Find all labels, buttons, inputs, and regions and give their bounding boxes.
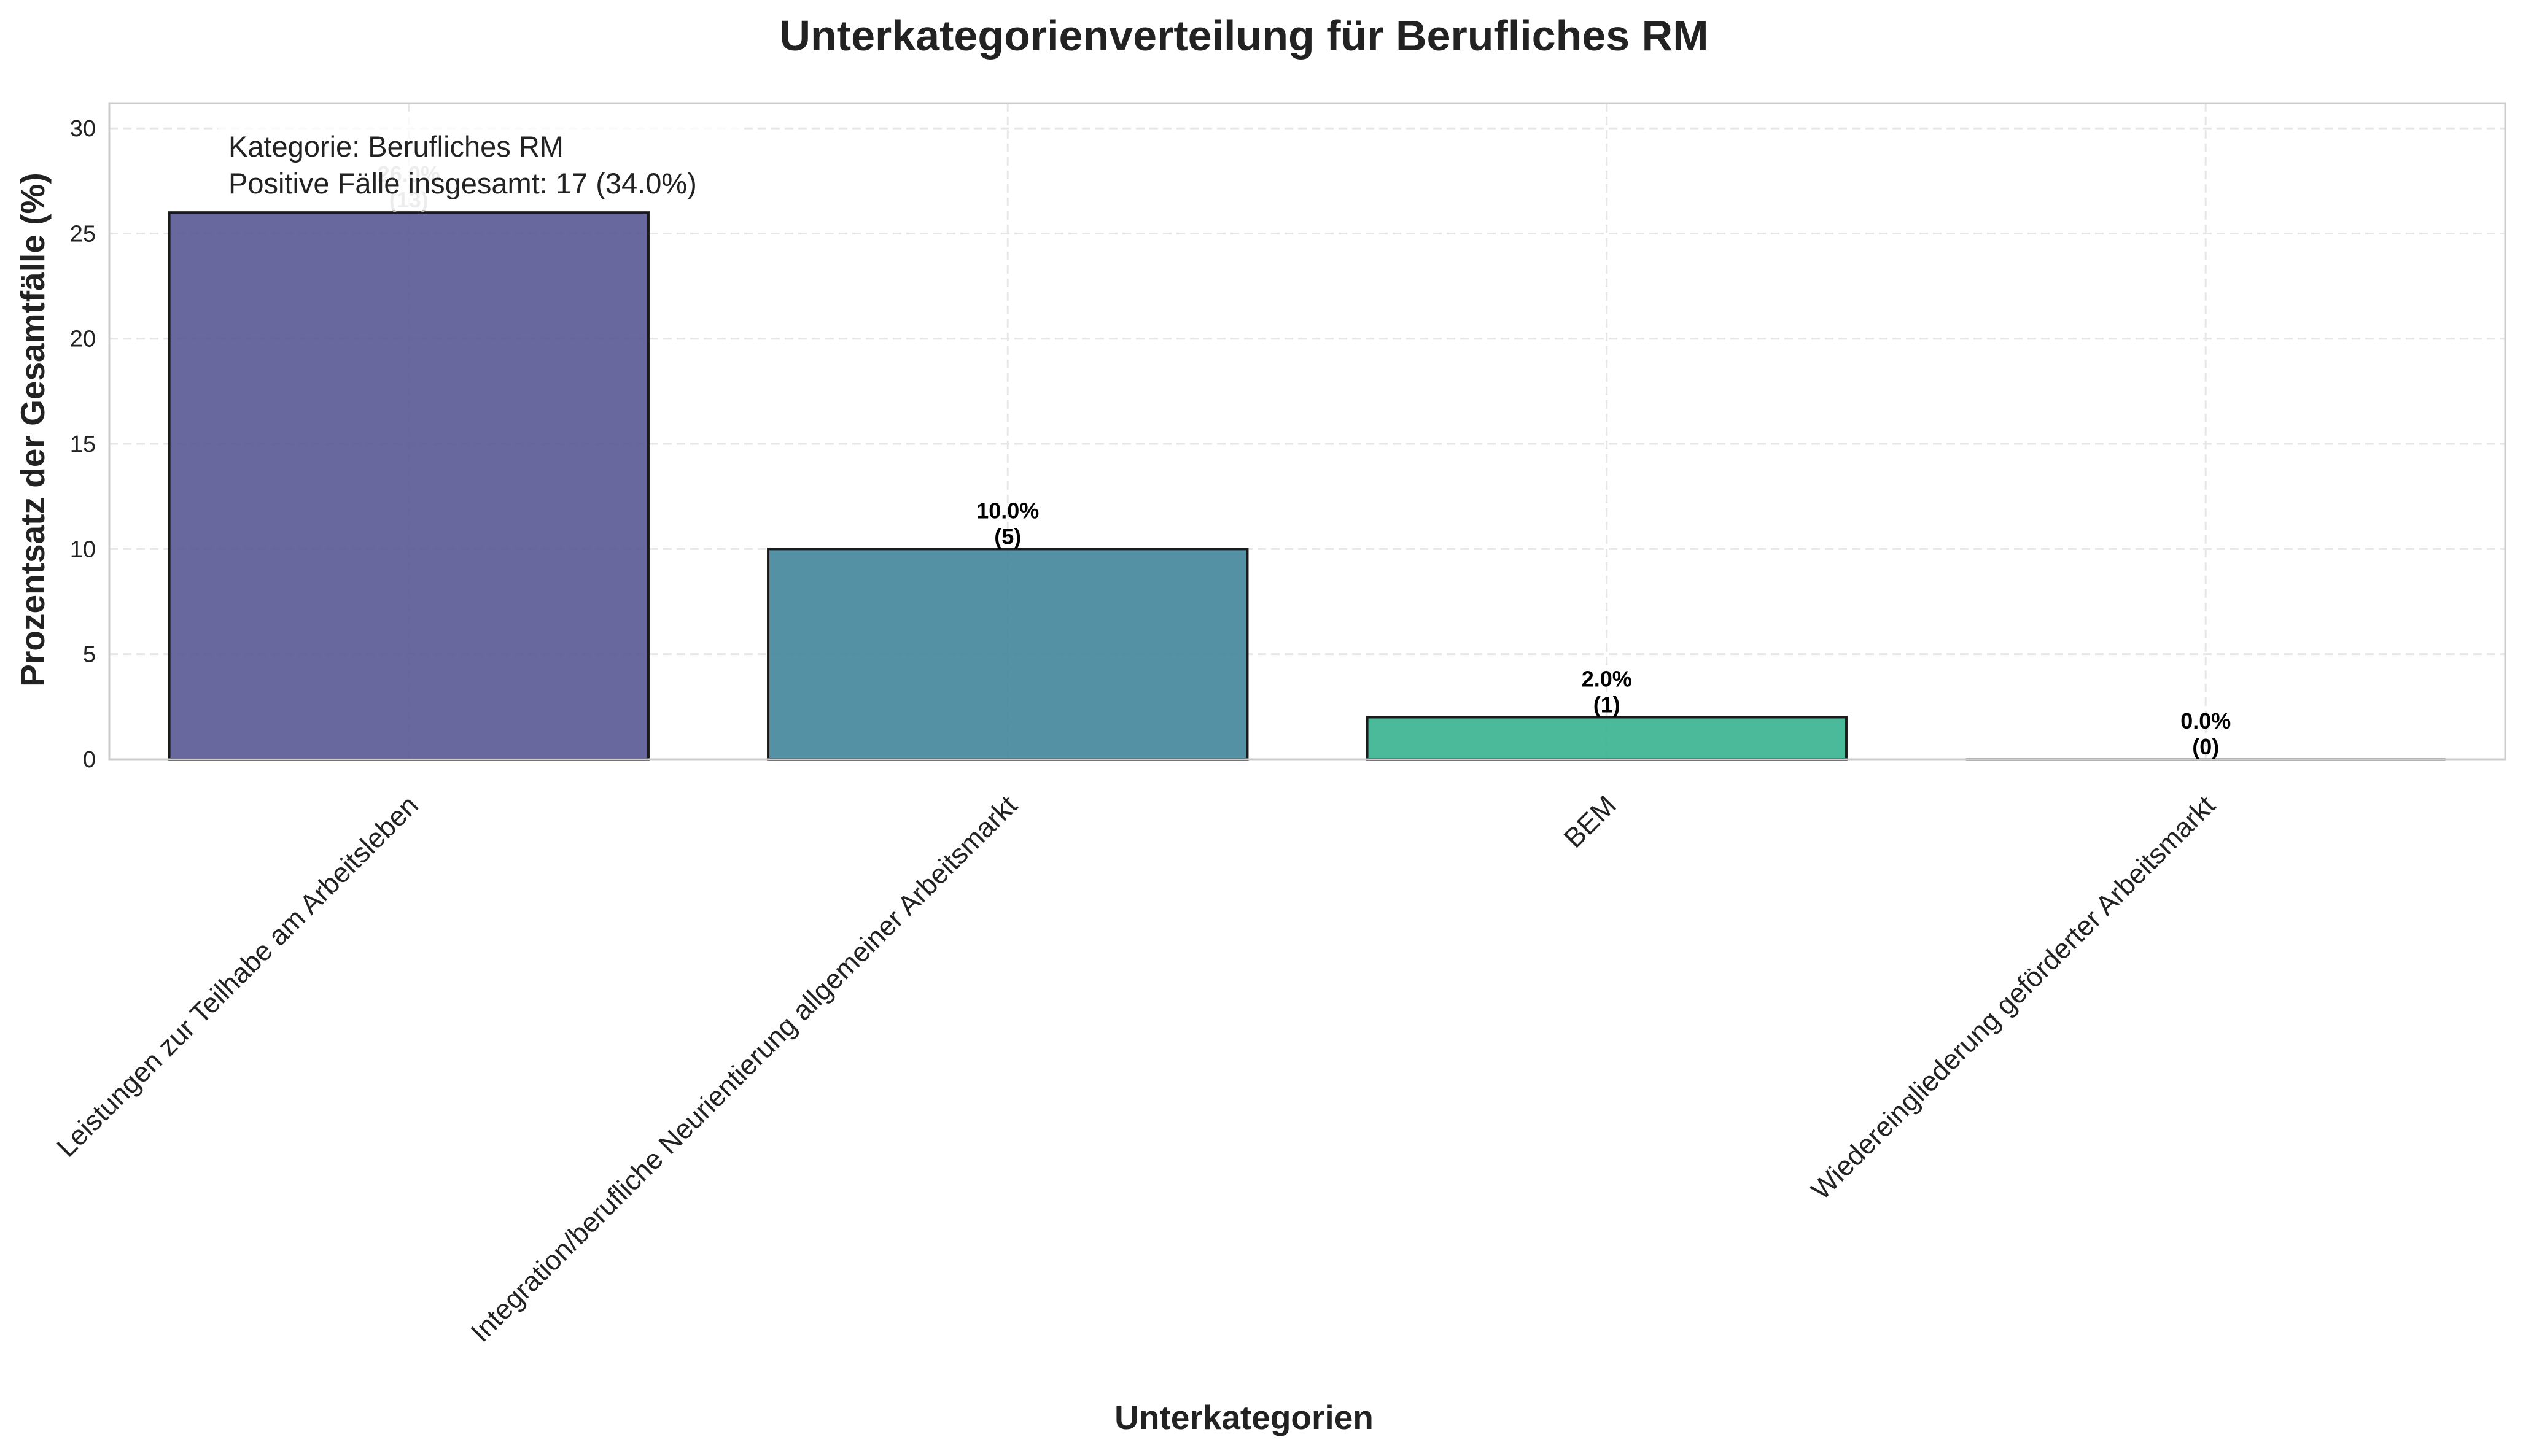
plot-frame	[108, 102, 2506, 761]
info-total-text: Positive Fälle insgesamt: 17 (34.0%)	[228, 167, 697, 199]
info-box: Kategorie: Berufliches RM Positive Fälle…	[218, 112, 740, 210]
x-tick-label: Wiedereingliederung geförderter Arbeitsm…	[1805, 789, 2221, 1206]
bar-percent-label: 0.0%	[2180, 708, 2231, 734]
x-axis-label: Unterkategorien	[1114, 1398, 1374, 1436]
bar-value-labels: 26.0%(13)10.0%(5)2.0%(1)0.0%(0)	[378, 161, 2231, 759]
bar	[1366, 716, 1848, 761]
x-tick-label: BEM	[1558, 789, 1622, 854]
bar-count-label: (1)	[1593, 692, 1620, 717]
y-tick-label: 0	[83, 747, 96, 773]
chart-title: Unterkategorienverteilung für Berufliche…	[779, 12, 1708, 60]
bar-count-label: (5)	[994, 524, 1021, 549]
y-tick-label: 15	[70, 432, 96, 457]
bars	[168, 211, 2446, 761]
bar-percent-label: 10.0%	[976, 498, 1039, 523]
bar-percent-label: 2.0%	[1582, 666, 1632, 691]
y-tick-label: 20	[70, 327, 96, 352]
info-box-background	[218, 112, 740, 210]
info-category-text: Kategorie: Berufliches RM	[228, 130, 564, 163]
y-tick-label: 10	[70, 536, 96, 562]
y-axis-label: Prozentsatz der Gesamtfälle (%)	[14, 172, 52, 686]
y-tick-label: 5	[83, 642, 96, 668]
x-tick-label: Leistungen zur Teilhabe am Arbeitsleben	[50, 789, 424, 1163]
bar	[168, 211, 650, 761]
x-tick-label: Integration/berufliche Neurientierung al…	[465, 789, 1024, 1348]
bar-count-label: (0)	[2192, 734, 2219, 759]
y-tick-label: 30	[70, 116, 96, 142]
y-tick-label: 25	[70, 221, 96, 247]
bar	[767, 548, 1249, 761]
y-tick-labels: 0 5 10 15 20 25 30	[70, 116, 96, 773]
x-tick-labels: Leistungen zur Teilhabe am Arbeitsleben I…	[50, 789, 2221, 1348]
